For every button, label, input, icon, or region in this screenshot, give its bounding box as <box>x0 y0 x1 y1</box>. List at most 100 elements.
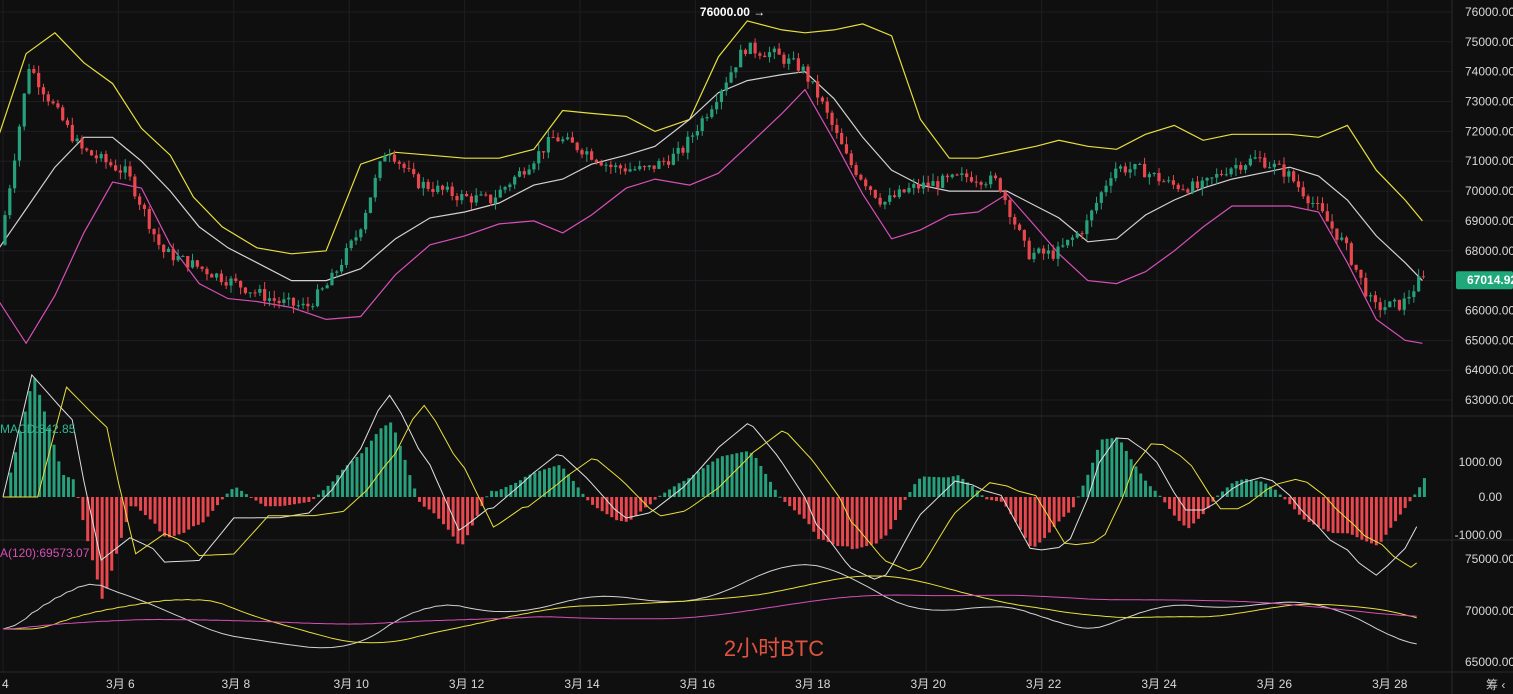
macd-bar <box>696 471 700 497</box>
macd-bar <box>76 497 80 498</box>
macd-bar <box>408 475 412 497</box>
candle-body <box>1013 217 1017 225</box>
candle-body <box>859 174 863 180</box>
candle-body <box>1157 172 1161 182</box>
candle-body <box>65 120 70 125</box>
candle-body <box>1195 181 1200 189</box>
macd-bar <box>1071 497 1075 508</box>
x-tick-label: 3月 24 <box>1141 677 1177 691</box>
macd-bar <box>1240 479 1244 497</box>
candle-body <box>1272 163 1276 168</box>
macd-bar <box>562 468 566 497</box>
candle-body <box>1349 243 1353 265</box>
candle-body <box>1239 164 1243 170</box>
candle-body <box>426 181 430 189</box>
candle-body <box>493 197 498 204</box>
candle-body <box>662 160 666 162</box>
candle-body <box>99 154 103 159</box>
candle-body <box>315 289 320 307</box>
macd-bar <box>629 497 633 520</box>
macd-bar <box>1384 497 1388 535</box>
candle-body <box>460 193 464 201</box>
y-tick-label: 71000.00 <box>1465 154 1513 168</box>
candle-body <box>407 167 411 169</box>
macd-bar <box>706 464 710 497</box>
macd-bar <box>1389 497 1393 528</box>
macd-bar <box>216 497 220 506</box>
macd-bar <box>1418 487 1422 497</box>
candle-body <box>1287 171 1291 177</box>
candle-body <box>1085 220 1089 235</box>
macd-bar <box>283 497 287 506</box>
macd-bar <box>341 469 345 497</box>
candle-body <box>594 159 599 163</box>
high-marker-label: 76000.00 → <box>700 5 765 19</box>
macd-bar <box>1124 450 1128 497</box>
macd-bar <box>504 487 508 497</box>
x-tick-label: 3月 18 <box>795 677 831 691</box>
macd-bar <box>427 497 431 510</box>
macd-bar <box>1370 497 1374 544</box>
candle-body <box>565 137 570 140</box>
candle-body <box>335 271 339 273</box>
macd-bar <box>658 495 662 497</box>
macd-bar <box>913 484 917 497</box>
candle-body <box>469 196 474 203</box>
candle-body <box>147 208 151 229</box>
candle-body <box>960 173 964 175</box>
macd-bar <box>326 485 330 497</box>
candle-body <box>1306 196 1310 204</box>
candle-body <box>354 237 358 241</box>
candle-body <box>1037 248 1041 253</box>
candle-body <box>950 174 954 178</box>
ma-label: A(120):69573.07 <box>0 546 90 560</box>
macd-bar <box>52 444 56 497</box>
macd-bar <box>1158 495 1162 497</box>
macd-bar <box>1177 497 1181 521</box>
macd-bar <box>1206 497 1210 509</box>
candle-body <box>118 170 122 173</box>
macd-bar <box>1110 438 1114 497</box>
macd-bar <box>1422 478 1426 497</box>
macd-bar <box>610 497 614 518</box>
candle-body <box>1267 167 1272 169</box>
candle-body <box>243 287 248 294</box>
x-tick-label: 3月 6 <box>106 677 135 691</box>
candle-body <box>921 182 925 189</box>
candle-body <box>378 161 382 178</box>
candle-body <box>239 280 243 288</box>
macd-tick-label: -1000.00 <box>1455 528 1503 542</box>
candle-body <box>1138 163 1142 165</box>
candle-body <box>1407 296 1411 299</box>
candle-body <box>210 274 214 278</box>
candle-body <box>753 42 757 54</box>
macd-bar <box>1355 497 1359 538</box>
macd-bar <box>1062 497 1066 517</box>
candle-body <box>878 197 882 205</box>
macd-bar <box>1052 497 1056 528</box>
candle-body <box>811 81 815 83</box>
candle-body <box>176 256 180 261</box>
macd-bar <box>129 497 133 507</box>
macd-bar <box>716 458 720 497</box>
candle-body <box>614 165 618 168</box>
candle-body <box>690 135 695 137</box>
macd-bar <box>749 452 753 497</box>
macd-bar <box>461 497 465 545</box>
macd-bar <box>1403 497 1407 508</box>
macd-bar <box>1201 497 1205 515</box>
macd-bar <box>701 468 705 497</box>
macd-bar <box>740 452 744 497</box>
macd-bar <box>292 497 296 505</box>
candle-body <box>1070 237 1075 240</box>
macd-bar <box>235 487 239 497</box>
macd-bar <box>115 497 119 554</box>
macd-bar <box>158 497 162 532</box>
candle-body <box>941 175 945 188</box>
ma-line <box>3 575 1417 644</box>
macd-bar <box>249 497 253 498</box>
macd-bar <box>259 497 263 504</box>
candle-body <box>1412 291 1416 297</box>
macd-bar <box>1293 497 1297 510</box>
